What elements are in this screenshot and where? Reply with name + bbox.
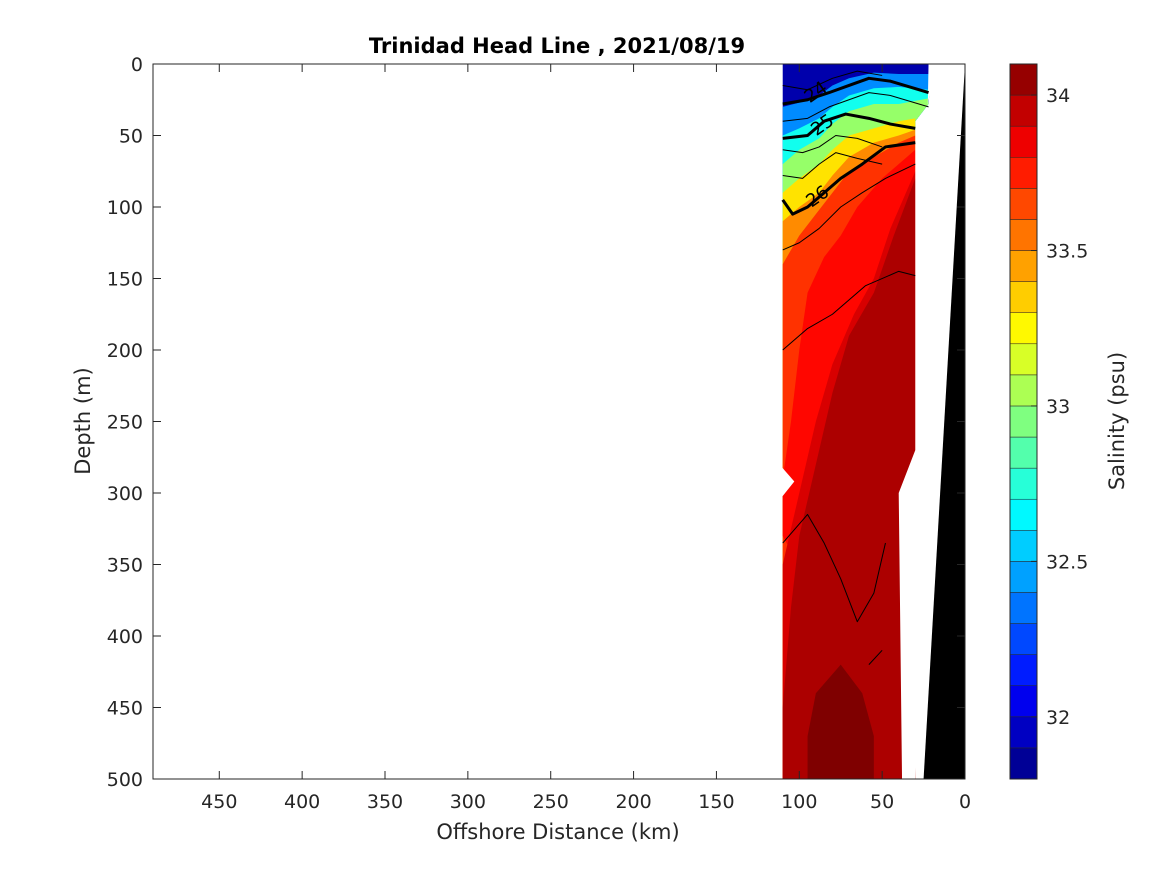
y-tick-label: 450 [107, 698, 143, 720]
y-axis-title: Depth (m) [71, 367, 95, 474]
colorbar-segment [1009, 312, 1038, 345]
density-contour-5 [782, 152, 883, 179]
colorbar-segment [1009, 374, 1038, 407]
colorbar-segment [1009, 654, 1038, 686]
salinity-band-core [807, 664, 874, 779]
colorbar-segment [1009, 530, 1038, 562]
x-tick-label: 200 [615, 791, 651, 813]
y-tick-label: 150 [107, 269, 143, 291]
missing-data-notch [779, 464, 795, 501]
colorbar-segment [1009, 592, 1038, 624]
colorbar-segment [1009, 343, 1038, 376]
y-tick-label: 350 [107, 555, 143, 577]
density-contour-6 [781, 141, 916, 216]
colorbar-segment [1009, 94, 1038, 127]
x-tick-label: 400 [284, 791, 320, 813]
chart-title: Trinidad Head Line , 2021/08/19 [369, 34, 745, 58]
colorbar-frame [1009, 63, 1038, 780]
colorbar-segment [1009, 188, 1038, 220]
x-tick-label: 100 [781, 791, 817, 813]
density-contour-8 [782, 270, 916, 351]
colorbar-tick-label: 32.5 [1046, 551, 1088, 573]
x-tick-label: 150 [698, 791, 734, 813]
y-tick-label: 200 [107, 340, 143, 362]
y-tick-label: 0 [131, 54, 143, 76]
x-tick-label: 250 [533, 791, 569, 813]
x-tick-label: 350 [367, 791, 403, 813]
colorbar-tick-label: 33 [1046, 396, 1070, 418]
colorbar-tick-label: 34 [1046, 85, 1070, 107]
colorbar-title: Salinity (psu) [1105, 352, 1129, 490]
colorbar: 32 32.5 33 33.5 34 [1009, 63, 1088, 780]
y-tick-label: 400 [107, 626, 143, 648]
density-contour-2 [782, 92, 929, 122]
colorbar-segment [1009, 405, 1038, 438]
density-contour-3 [782, 112, 916, 140]
salinity-band-8 [782, 178, 916, 779]
density-contour-0 [782, 70, 883, 91]
colorbar-segment [1009, 623, 1038, 655]
density-contour-10 [868, 649, 883, 665]
x-tick-label: 0 [959, 791, 971, 813]
x-tick-label: 450 [201, 791, 237, 813]
colorbar-segment [1009, 281, 1038, 313]
bathymetry [923, 64, 965, 779]
missing-data-gap [898, 64, 936, 779]
colorbar-segment [1009, 561, 1038, 593]
colorbar-segment [1009, 747, 1038, 780]
y-tick-label: 100 [107, 197, 143, 219]
colorbar-segment [1009, 498, 1038, 531]
density-contour-4 [782, 135, 883, 154]
colorbar-tick-label: 33.5 [1046, 241, 1088, 263]
x-tick-label: 50 [870, 791, 894, 813]
colorbar-tick-label: 32 [1046, 707, 1070, 729]
colorbar-segment [1009, 685, 1038, 718]
x-axis-title: Offshore Distance (km) [436, 820, 679, 844]
y-tick-label: 500 [107, 769, 143, 791]
colorbar-segment [1009, 436, 1038, 469]
x-tick-label: 300 [450, 791, 486, 813]
colorbar-segment [1009, 250, 1038, 282]
colorbar-segment [1009, 157, 1038, 189]
colorbar-segment [1009, 467, 1038, 500]
y-tick-label: 300 [107, 483, 143, 505]
colorbar-segment [1009, 125, 1038, 158]
density-contour-7 [782, 163, 916, 251]
x-axis-ticks: 450 400 350 300 250 200 150 100 50 0 [201, 64, 971, 813]
density-contour-9 [782, 513, 886, 623]
y-axis-ticks: 0 50 100 150 200 250 300 350 400 450 500 [107, 54, 965, 791]
colorbar-segment [1009, 716, 1038, 749]
colorbar-segment [1009, 63, 1038, 96]
colorbar-segment [1009, 219, 1038, 251]
y-tick-label: 250 [107, 412, 143, 434]
density-contour-1 [782, 76, 929, 106]
y-tick-label: 50 [119, 126, 143, 148]
